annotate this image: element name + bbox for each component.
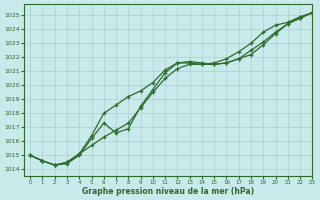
X-axis label: Graphe pression niveau de la mer (hPa): Graphe pression niveau de la mer (hPa) bbox=[82, 187, 254, 196]
